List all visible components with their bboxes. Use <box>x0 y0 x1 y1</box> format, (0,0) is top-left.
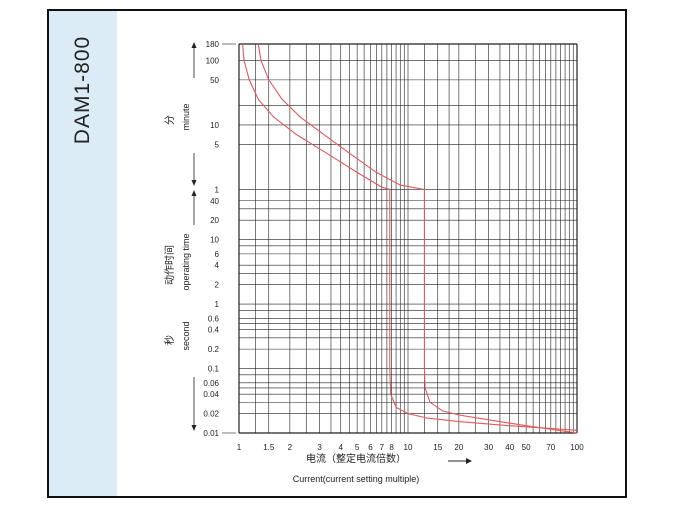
tick-labels: 1 1.5 2 3 4 5 6 7 8 10 15 20 30 40 50 70 100180100501051… <box>203 40 584 452</box>
x-tick-label: 40 <box>505 443 514 452</box>
y-tick-label: 0.2 <box>208 345 220 354</box>
x-tick-label: 8 <box>389 443 394 452</box>
y-tick-label: 10 <box>210 121 219 130</box>
y-tick-label: 100 <box>206 56 220 65</box>
y-tick-label: 10 <box>210 236 219 245</box>
y-tick-label: 1 <box>215 185 220 194</box>
y-tick-label: 2 <box>215 281 220 290</box>
y-tick-label: 4 <box>215 261 220 270</box>
x-tick-label: 7 <box>380 443 385 452</box>
grid <box>238 43 578 434</box>
curve-series-2 <box>257 43 578 434</box>
x-tick-label: 1 <box>237 443 242 452</box>
y-tick-label: 0.06 <box>203 379 219 388</box>
y-tick-label: 180 <box>206 40 220 49</box>
y-tick-label: 50 <box>210 76 219 85</box>
y-tick-label: 0.01 <box>203 429 219 438</box>
y-label-cn: 动作时间 <box>163 245 176 285</box>
y-label-en: operating time <box>181 233 191 290</box>
x-label-arrow <box>448 458 472 464</box>
x-tick-label: 1.5 <box>263 443 275 452</box>
y-tick-label: 0.6 <box>208 314 220 323</box>
x-tick-label: 100 <box>570 443 584 452</box>
chart-frame <box>47 9 627 498</box>
x-tick-label: 5 <box>355 443 360 452</box>
unit-second-en: second <box>181 321 191 350</box>
unit-minute-cn: 分 <box>164 115 176 125</box>
x-tick-label: 2 <box>288 443 293 452</box>
axis-labels: 电流（整定电流倍数） Current(current setting multi… <box>163 42 472 484</box>
x-tick-label: 30 <box>484 443 493 452</box>
y-tick-label: 1 <box>215 300 220 309</box>
x-label-en: Current(current setting multiple) <box>293 474 420 484</box>
x-tick-label: 20 <box>454 443 463 452</box>
x-tick-label: 70 <box>546 443 555 452</box>
curves <box>242 43 578 434</box>
x-tick-label: 4 <box>339 443 344 452</box>
curve-series-1 <box>242 43 578 431</box>
y-tick-label: 6 <box>215 250 220 259</box>
x-label-cn: 电流（整定电流倍数） <box>306 452 406 465</box>
unit-second-cn: 秒 <box>163 335 176 345</box>
y-tick-label: 20 <box>210 216 219 225</box>
x-tick-label: 15 <box>433 443 442 452</box>
y-tick-label: 0.04 <box>203 390 219 399</box>
x-tick-label: 6 <box>368 443 373 452</box>
y-tick-label: 40 <box>210 197 219 206</box>
unit-minute-en: minute <box>181 103 191 130</box>
x-tick-label: 10 <box>404 443 413 452</box>
y-tick-label: 5 <box>215 140 220 149</box>
y-tick-label: 0.02 <box>203 410 219 419</box>
y-axis-arrows <box>191 42 197 431</box>
side-panel <box>49 11 117 496</box>
y-tick-label: 0.1 <box>208 365 220 374</box>
x-tick-label: 3 <box>317 443 322 452</box>
x-tick-label: 50 <box>522 443 531 452</box>
y-tick-label: 0.4 <box>208 326 220 335</box>
